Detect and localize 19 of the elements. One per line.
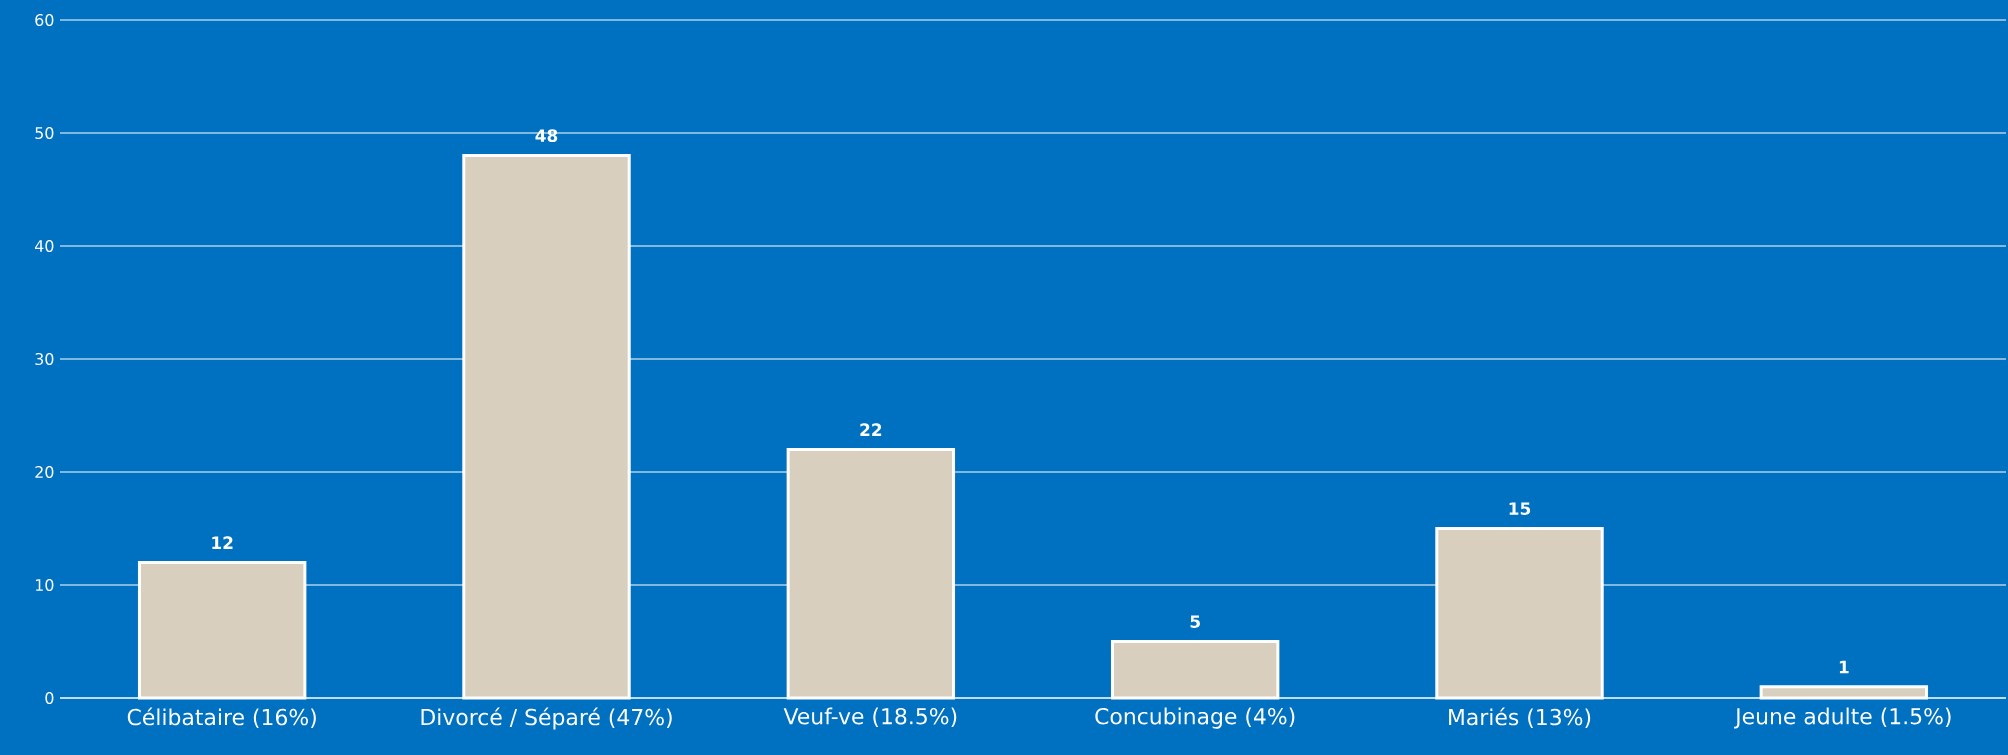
y-tick-label: 10 bbox=[35, 578, 54, 592]
y-tick-label: 50 bbox=[35, 126, 54, 140]
data-label: 5 bbox=[1190, 615, 1200, 628]
x-tick-label: Jeune adulte (1.5%) bbox=[1734, 707, 1951, 729]
x-tick-label: Veuf-ve (18.5%) bbox=[783, 707, 957, 728]
data-label: 15 bbox=[1509, 502, 1531, 515]
y-tick-label: 40 bbox=[34, 239, 54, 253]
y-tick-label: 0 bbox=[45, 691, 54, 705]
x-tick-label: Divorcé / Séparé (47%) bbox=[421, 707, 672, 730]
data-label: 12 bbox=[212, 536, 233, 549]
y-tick-label: 20 bbox=[35, 465, 54, 479]
data-label: 48 bbox=[535, 129, 558, 143]
y-tick-label: 60 bbox=[35, 13, 54, 27]
x-tick-label: Mariés (13%) bbox=[1449, 707, 1591, 728]
x-tick-label: Concubinage (4%) bbox=[1095, 707, 1295, 729]
data-label: 22 bbox=[860, 423, 882, 436]
data-label: 1 bbox=[1839, 660, 1849, 674]
y-tick-label: 30 bbox=[35, 352, 54, 366]
x-tick-label: Célibataire (16%) bbox=[127, 707, 316, 728]
